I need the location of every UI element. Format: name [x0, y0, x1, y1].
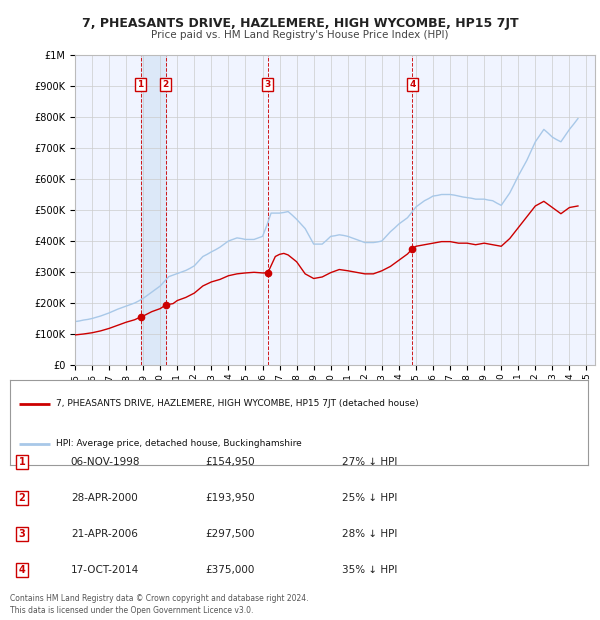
Text: £193,950: £193,950	[205, 493, 255, 503]
Text: 06-NOV-1998: 06-NOV-1998	[70, 457, 140, 467]
Text: £297,500: £297,500	[205, 529, 255, 539]
Text: 35% ↓ HPI: 35% ↓ HPI	[343, 565, 398, 575]
Bar	[140, 55, 166, 365]
Text: 2: 2	[163, 80, 169, 89]
Text: 28% ↓ HPI: 28% ↓ HPI	[343, 529, 398, 539]
Text: HPI: Average price, detached house, Buckinghamshire: HPI: Average price, detached house, Buck…	[56, 439, 302, 448]
Text: 3: 3	[19, 529, 25, 539]
Text: 1: 1	[137, 80, 144, 89]
Text: 3: 3	[265, 80, 271, 89]
Text: 4: 4	[409, 80, 416, 89]
Text: 25% ↓ HPI: 25% ↓ HPI	[343, 493, 398, 503]
Text: 28-APR-2000: 28-APR-2000	[71, 493, 139, 503]
Text: 4: 4	[19, 565, 25, 575]
Text: 7, PHEASANTS DRIVE, HAZLEMERE, HIGH WYCOMBE, HP15 7JT (detached house): 7, PHEASANTS DRIVE, HAZLEMERE, HIGH WYCO…	[56, 399, 419, 409]
Text: 1: 1	[19, 457, 25, 467]
Text: £154,950: £154,950	[205, 457, 255, 467]
Text: Contains HM Land Registry data © Crown copyright and database right 2024.
This d: Contains HM Land Registry data © Crown c…	[10, 594, 308, 615]
Text: £375,000: £375,000	[205, 565, 254, 575]
Text: 27% ↓ HPI: 27% ↓ HPI	[343, 457, 398, 467]
Text: 17-OCT-2014: 17-OCT-2014	[71, 565, 139, 575]
Text: 2: 2	[19, 493, 25, 503]
Text: 7, PHEASANTS DRIVE, HAZLEMERE, HIGH WYCOMBE, HP15 7JT: 7, PHEASANTS DRIVE, HAZLEMERE, HIGH WYCO…	[82, 17, 518, 30]
Text: Price paid vs. HM Land Registry's House Price Index (HPI): Price paid vs. HM Land Registry's House …	[151, 30, 449, 40]
Text: 21-APR-2006: 21-APR-2006	[71, 529, 139, 539]
